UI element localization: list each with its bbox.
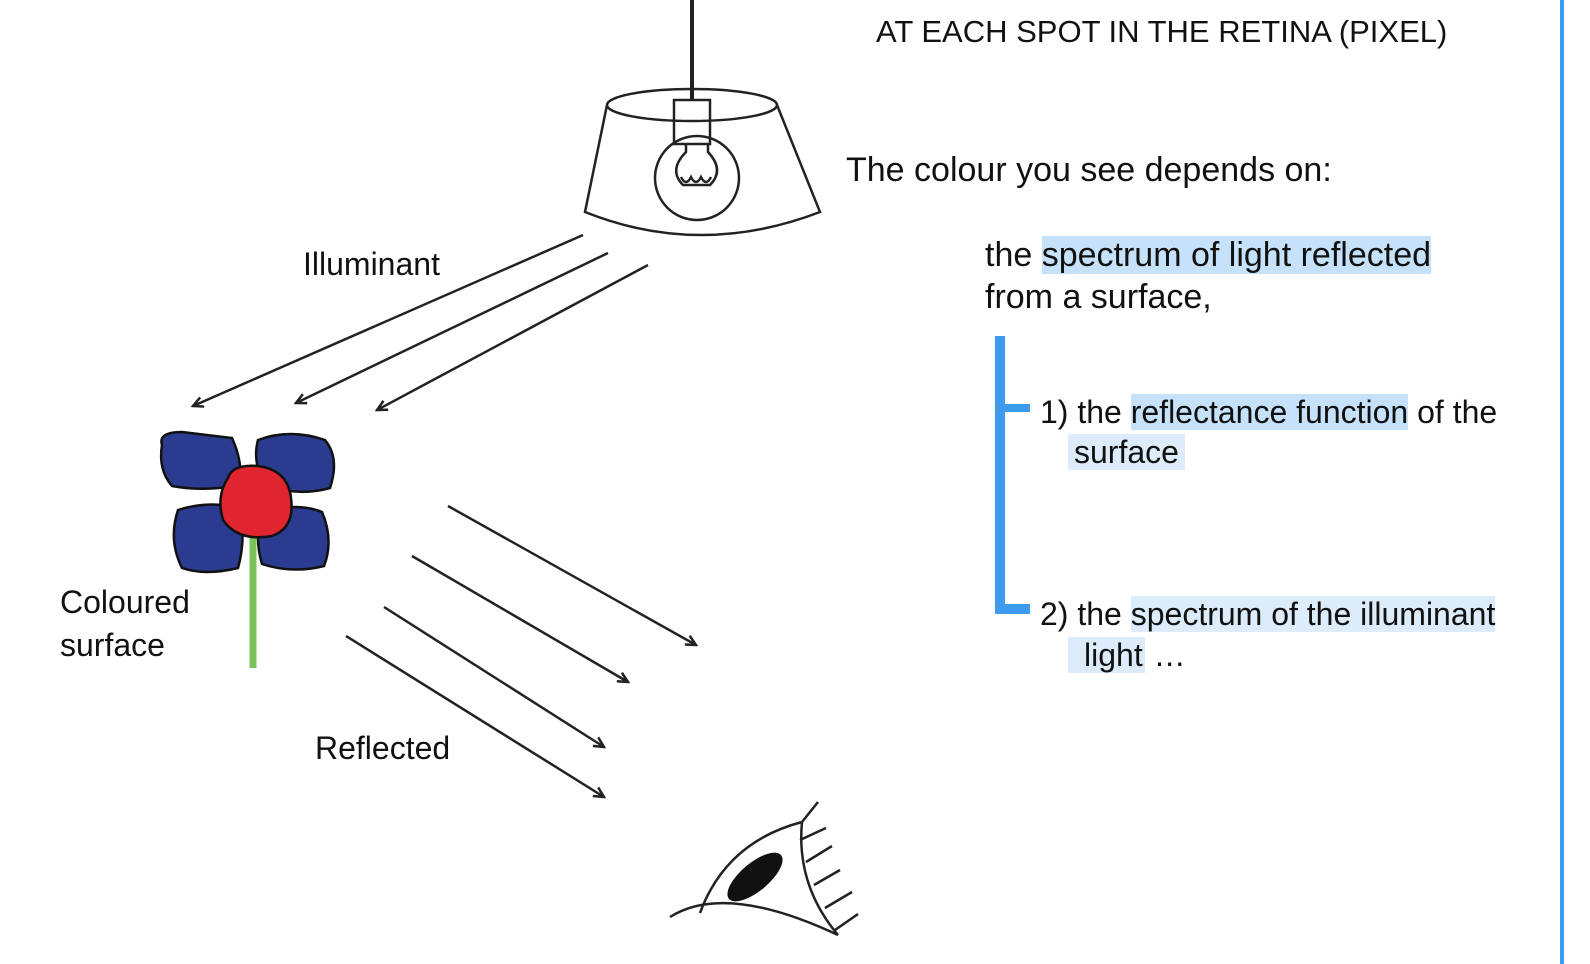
lamp-icon	[583, 0, 822, 237]
factor-2-line2: light …	[1068, 637, 1186, 674]
lead-text: The colour you see depends on:	[846, 151, 1332, 189]
eye-icon	[669, 801, 859, 937]
illuminant-label: Illuminant	[303, 246, 440, 282]
main-point-highlight: spectrum of light reflected	[1041, 236, 1432, 274]
illuminant-arrow	[296, 251, 609, 403]
slide-border	[1560, 0, 1564, 964]
flower-icon	[159, 430, 336, 668]
coloured-surface-label-line2: surface	[60, 627, 165, 663]
bracket-vertical	[995, 336, 1005, 614]
reflected-arrows	[345, 504, 696, 797]
reflected-label: Reflected	[315, 730, 451, 766]
page-title: AT EACH SPOT IN THE RETINA (PIXEL)	[876, 14, 1448, 49]
factor-1-highlight: reflectance function	[1130, 394, 1409, 430]
factor-2-highlight: spectrum of the illuminant	[1130, 596, 1496, 632]
illuminant-arrow	[193, 233, 584, 406]
reflected-arrow	[411, 554, 628, 682]
factor-2-line2-suffix: …	[1144, 637, 1186, 673]
main-point-line2: from a surface,	[985, 278, 1212, 316]
illuminant-arrows	[193, 233, 649, 410]
bracket-tick-2	[995, 604, 1030, 614]
light-bulb-icon	[653, 134, 741, 222]
reflected-arrow	[447, 504, 696, 645]
main-point-line1: the spectrum of light reflected	[985, 236, 1432, 275]
main-point-prefix: the	[985, 236, 1042, 274]
coloured-surface-label-line1: Coloured	[60, 584, 190, 620]
factor-1-suffix: of the	[1408, 394, 1498, 430]
reflected-arrow	[383, 605, 604, 747]
factor-1-line1: 1) the reflectance function of the	[1040, 394, 1497, 431]
factor-2-prefix: 2) the	[1040, 596, 1131, 632]
factor-1-line2: surface	[1068, 434, 1185, 471]
factor-1-prefix: 1) the	[1040, 394, 1131, 430]
factor-2-line1: 2) the spectrum of the illuminant	[1040, 596, 1496, 633]
factor-2-line2-highlight: light	[1068, 637, 1145, 673]
bracket-tick-1	[995, 404, 1030, 412]
factor-1-line2-text: surface	[1068, 434, 1185, 470]
illuminant-arrow	[377, 263, 649, 410]
reflected-arrow	[345, 634, 604, 797]
